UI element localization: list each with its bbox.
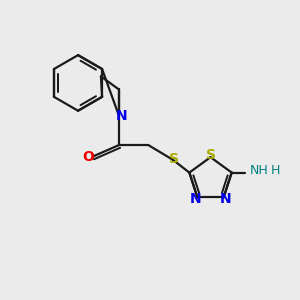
Text: N: N [116, 109, 127, 123]
Text: N: N [219, 192, 231, 206]
Text: O: O [82, 149, 94, 164]
Text: N: N [190, 192, 202, 206]
Text: H: H [270, 164, 280, 177]
Text: NH: NH [250, 164, 268, 177]
Text: S: S [169, 152, 178, 166]
Text: S: S [206, 148, 215, 162]
